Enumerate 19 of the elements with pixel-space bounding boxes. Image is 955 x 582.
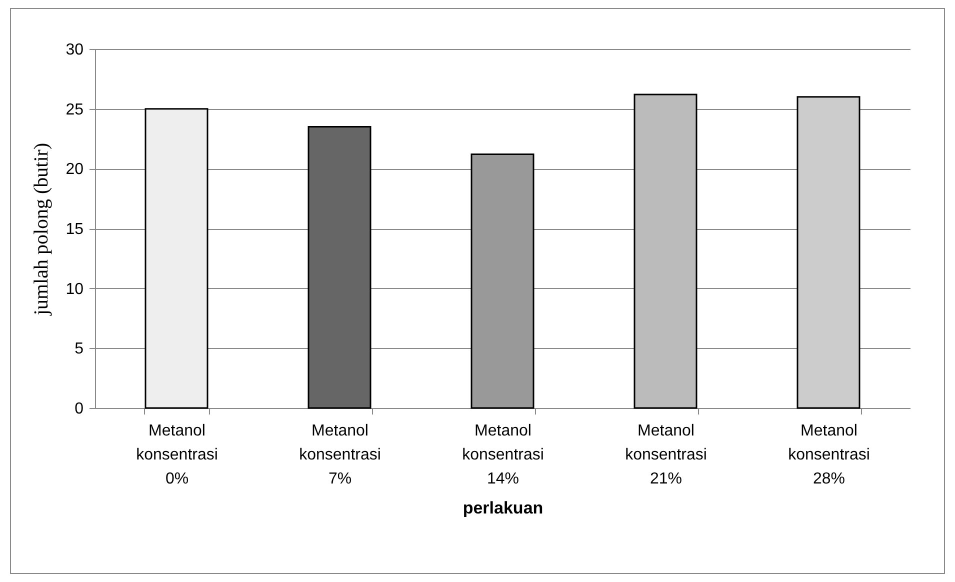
x-tick-label: Metanol konsentrasi 0% [136, 422, 218, 488]
y-tick-label: 25 [66, 101, 84, 118]
y-tick-label: 30 [66, 42, 84, 58]
bar [470, 154, 534, 409]
y-tick-label: 0 [74, 400, 84, 418]
y-tick-label: 20 [66, 161, 84, 178]
y-tick-label: 10 [66, 280, 84, 298]
bar [796, 96, 860, 409]
x-tick-label: Metanol konsentrasi 21% [625, 422, 707, 488]
x-tick-label: Metanol konsentrasi 14% [462, 422, 544, 488]
x-axis-title: perlakuan [462, 498, 544, 518]
y-tick-label: 5 [74, 340, 84, 358]
x-tick-label: Metanol konsentrasi 28% [788, 422, 870, 488]
bar [144, 108, 208, 409]
y-axis-title: jumlah polong (butir) [30, 142, 53, 316]
y-tick-label: 15 [66, 221, 84, 238]
bar [634, 94, 698, 409]
bar [308, 126, 372, 409]
x-tick-label: Metanol konsentrasi 7% [299, 422, 381, 488]
